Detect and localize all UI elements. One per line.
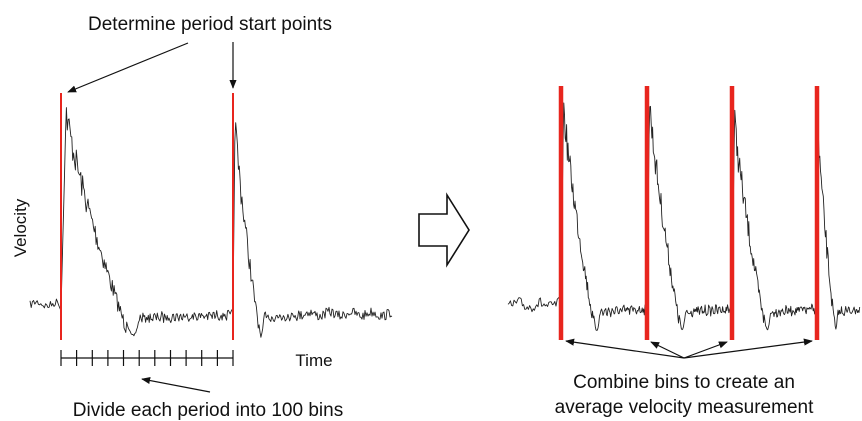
caption-bottom-right-line2: average velocity measurement (555, 397, 814, 418)
multi-period-signal (507, 86, 861, 340)
arrow-to-marker-d (683, 338, 813, 359)
hollow-right-arrow-icon (418, 192, 470, 268)
combine-arrows (565, 338, 813, 359)
arrow-to-marker-c (683, 341, 728, 359)
velocity-trace-left (29, 107, 393, 338)
bin-ruler (60, 350, 234, 366)
arrow-to-bin-ruler (141, 376, 211, 393)
velocity-trace-right (507, 102, 861, 331)
title-top: Determine period start points (88, 14, 332, 35)
arrow-to-first-start (67, 42, 189, 93)
y-axis-label: Velocity (11, 198, 30, 257)
caption-bottom-right-line1: Combine bins to create an (573, 372, 795, 393)
arrow-to-marker-a (565, 338, 685, 359)
single-period-signal (29, 93, 393, 340)
x-axis-label: Time (295, 351, 332, 370)
caption-bottom-left: Divide each period into 100 bins (73, 400, 343, 421)
arrow-to-marker-b (650, 341, 685, 359)
